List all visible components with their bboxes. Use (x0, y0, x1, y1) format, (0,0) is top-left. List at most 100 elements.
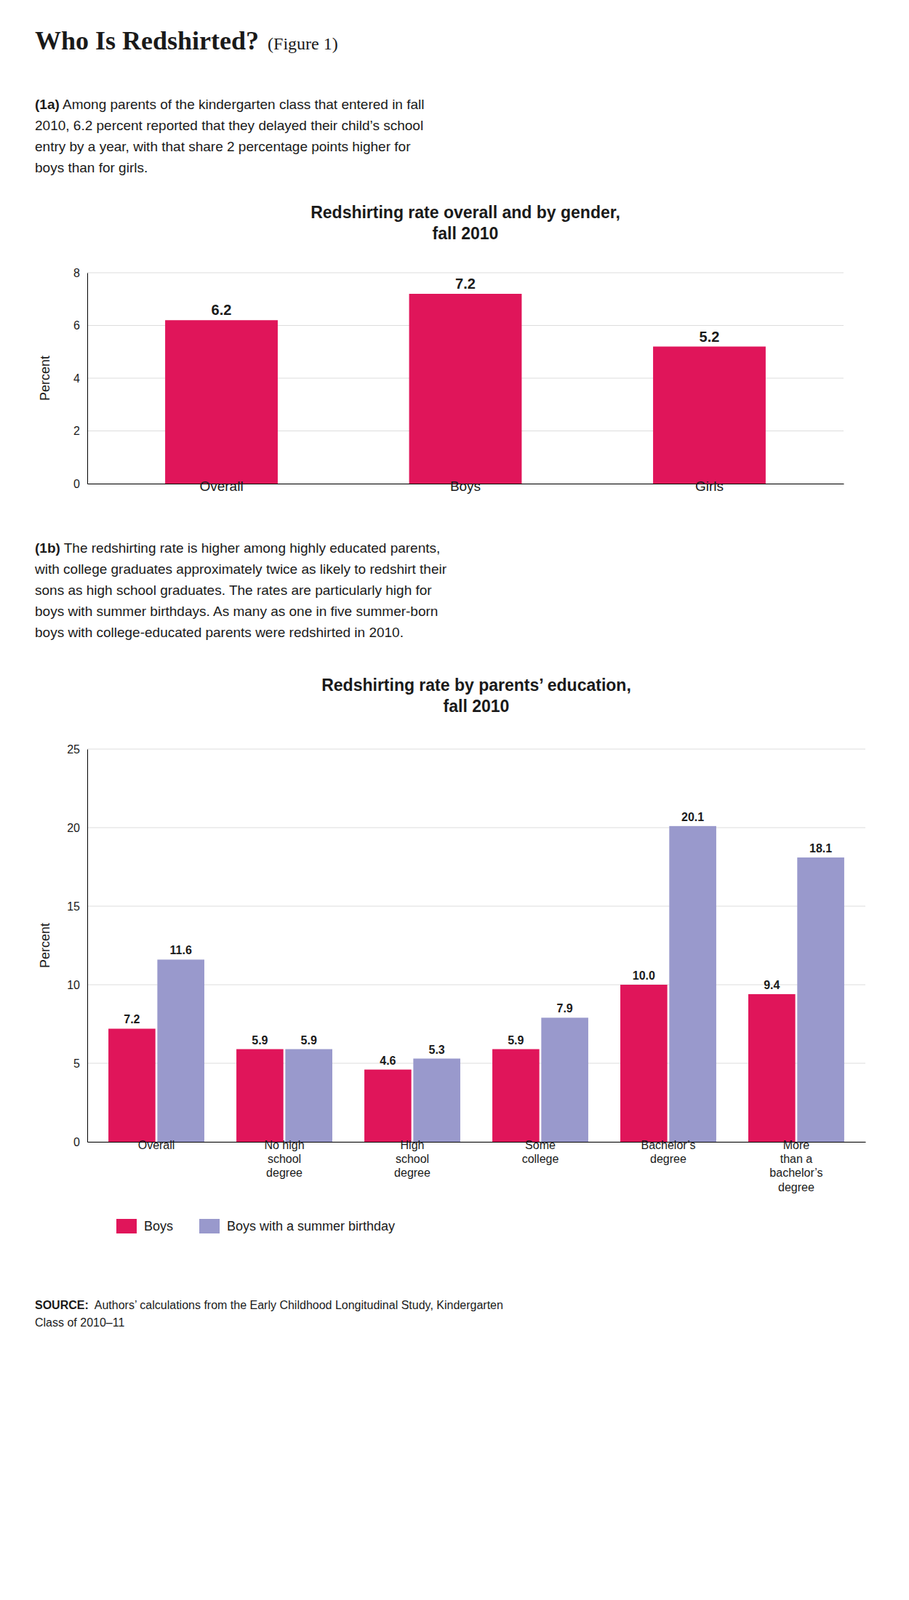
legend-item: Boys with a summer birthday (199, 1218, 395, 1234)
y-tick: 0 (73, 1135, 88, 1149)
bar (165, 319, 278, 484)
y-tick-label: 6 (73, 319, 80, 332)
x-tick-label-line: degree (650, 1152, 687, 1165)
bar (620, 984, 668, 1142)
grid-line (87, 272, 844, 274)
data-label: 5.2 (699, 328, 720, 345)
x-tick-label: Bachelor’sdegree (640, 1138, 696, 1165)
legend: Boys Boys with a summer birthday (116, 1218, 395, 1234)
chart-title: Redshirting rate by parents’ education,f… (321, 675, 632, 716)
data-labels: 7.25.94.65.910.09.411.65.95.37.920.118.1 (123, 810, 832, 1067)
y-axis: 0 5 10 15 20 25 (66, 743, 88, 1149)
bar (236, 1049, 284, 1142)
chart: Redshirting rate by parents’ education,f… (37, 675, 867, 1194)
y-tick-label: 0 (73, 1135, 80, 1149)
title-main: Who Is Redshirted? (34, 26, 259, 56)
annotation-lead: (1a) (34, 96, 60, 112)
y-tick-label: 5 (73, 1057, 80, 1070)
x-tick-label: Overall (138, 1138, 176, 1152)
x-tick-label-line: No high (263, 1138, 304, 1152)
data-label: 10.0 (632, 969, 656, 982)
bar (108, 1028, 156, 1142)
y-tick-label: 10 (66, 978, 80, 992)
x-tick-label: Highschooldegree (394, 1138, 431, 1179)
y-tick-label: 15 (66, 900, 80, 913)
x-tick-label-line: school (267, 1152, 302, 1165)
y-tick: 20 (66, 821, 88, 835)
x-tick: Overall (199, 478, 243, 494)
annotation-line: boys than for girls. (34, 159, 148, 176)
annotation-lead: SOURCE: (34, 1298, 89, 1312)
y-axis: 0 2 4 6 8 (73, 266, 88, 491)
x-tick-label-line: Overall (138, 1138, 176, 1152)
grid (87, 272, 844, 484)
x-tick-label-line: than a (780, 1152, 814, 1165)
annotation-lead: (1b) (34, 540, 61, 556)
chart-title-line: fall 2010 (443, 696, 510, 716)
data-label: 6.2 (211, 301, 232, 318)
x-tick-label: Girls (695, 478, 724, 494)
y-tick-label: 20 (66, 821, 80, 835)
bar (797, 857, 845, 1142)
y-axis-title: Percent (37, 922, 53, 968)
x-tick-label: Somecollege (522, 1138, 560, 1165)
x-tick-label-line: Girls (695, 478, 724, 494)
data-label: 5.3 (429, 1043, 446, 1056)
chart-title-line: fall 2010 (432, 223, 499, 243)
x-tick: Somecollege (522, 1138, 560, 1165)
x-axis: OverallNo highschooldegreeHighschooldegr… (87, 1138, 867, 1194)
y-axis-title: Percent (37, 355, 53, 401)
x-tick-label-line: Overall (199, 478, 243, 494)
y-tick-label: 25 (66, 743, 80, 756)
plot: 7.25.94.65.910.09.411.65.95.37.920.118.1… (37, 743, 867, 1194)
grid-line (87, 749, 866, 750)
y-tick-label: 4 (73, 372, 80, 385)
grid (87, 749, 866, 1142)
x-tick-label-line: High (400, 1138, 425, 1152)
annotation-line: boys with college-educated parents were … (34, 624, 404, 640)
data-label: 9.4 (763, 978, 780, 992)
grid-line (87, 827, 866, 829)
x-tick: Morethan abachelor’sdegree (769, 1138, 823, 1194)
annotation: SOURCE: Authors’ calculations from the E… (34, 1298, 504, 1329)
chart-title-line: Redshirting rate by parents’ education, (321, 675, 632, 695)
data-label: 18.1 (809, 842, 832, 855)
x-tick: Overall (138, 1138, 176, 1152)
annotation-line: entry by a year, with that share 2 perce… (34, 138, 411, 155)
x-tick: Highschooldegree (394, 1138, 431, 1179)
title-sub: (Figure 1) (267, 34, 339, 54)
legend-swatch (116, 1218, 137, 1234)
x-tick-label-line: degree (394, 1166, 431, 1179)
bar (669, 826, 717, 1142)
y-tick-label: 2 (73, 424, 80, 438)
y-tick: 10 (66, 978, 88, 992)
y-tick: 5 (73, 1057, 88, 1070)
y-tick-label: 0 (73, 477, 80, 491)
bars (165, 293, 766, 484)
bar (492, 1049, 540, 1142)
x-tick: Boys (450, 478, 481, 494)
y-tick: 8 (73, 266, 88, 280)
x-tick-label-line: bachelor’s (769, 1166, 823, 1179)
x-tick-label-line: college (522, 1152, 560, 1165)
y-tick: 4 (73, 372, 88, 385)
grid-line (87, 906, 866, 907)
bar (285, 1049, 333, 1142)
chart: Redshirting rate overall and by gender,f… (37, 202, 845, 494)
plot: 6.27.25.2OverallBoysGirls02468Percent (37, 266, 845, 494)
bar (157, 959, 205, 1142)
x-tick-label-line: Some (525, 1138, 556, 1152)
chart-title-line: Redshirting rate overall and by gender, (310, 202, 621, 222)
legend-item: Boys (116, 1218, 174, 1234)
data-label: 20.1 (681, 810, 704, 824)
x-tick-label-line: degree (266, 1166, 303, 1179)
y-tick: 0 (73, 477, 88, 491)
x-tick-label: No highschooldegree (263, 1138, 304, 1179)
y-tick: 2 (73, 424, 88, 438)
bar (413, 1058, 461, 1142)
data-label: 7.9 (557, 1002, 574, 1015)
bars (108, 826, 845, 1142)
x-tick-label-line: Boys (450, 478, 481, 494)
x-tick: Girls (695, 478, 724, 494)
annotation-rest: The redshirting rate is higher among hig… (60, 540, 440, 556)
